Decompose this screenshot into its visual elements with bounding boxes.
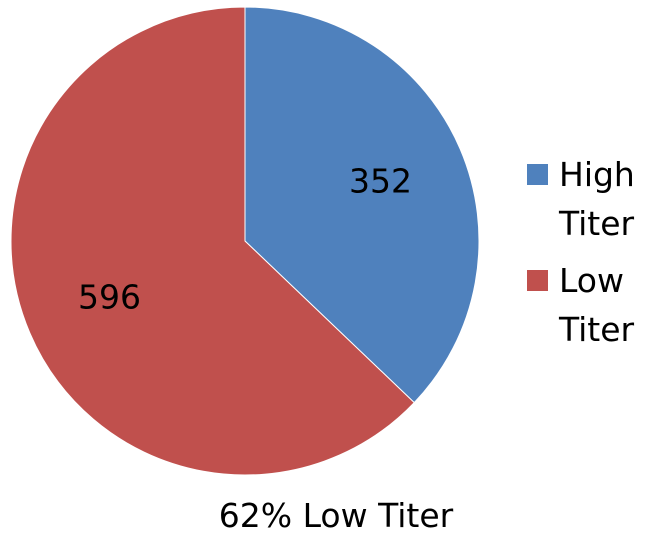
pie-data-labels: 352 596 xyxy=(78,162,412,317)
data-label-low-titer: 596 xyxy=(78,277,141,316)
legend-swatch-high-titer xyxy=(527,164,548,185)
legend-item-high-titer: High Titer xyxy=(527,150,657,248)
chart-legend: High Titer Low Titer xyxy=(527,150,657,362)
data-label-high-titer: 352 xyxy=(349,162,412,201)
pie-slice-low-titer xyxy=(10,6,415,476)
legend-item-low-titer: Low Titer xyxy=(527,256,657,354)
pie-slices xyxy=(10,6,480,476)
legend-label-low-titer: Low Titer xyxy=(559,261,635,349)
legend-label-high-titer: High Titer xyxy=(559,155,635,243)
pie-slice-high-titer xyxy=(244,6,480,404)
chart-caption: 62% Low Titer xyxy=(218,496,454,535)
legend-swatch-low-titer xyxy=(527,270,548,291)
